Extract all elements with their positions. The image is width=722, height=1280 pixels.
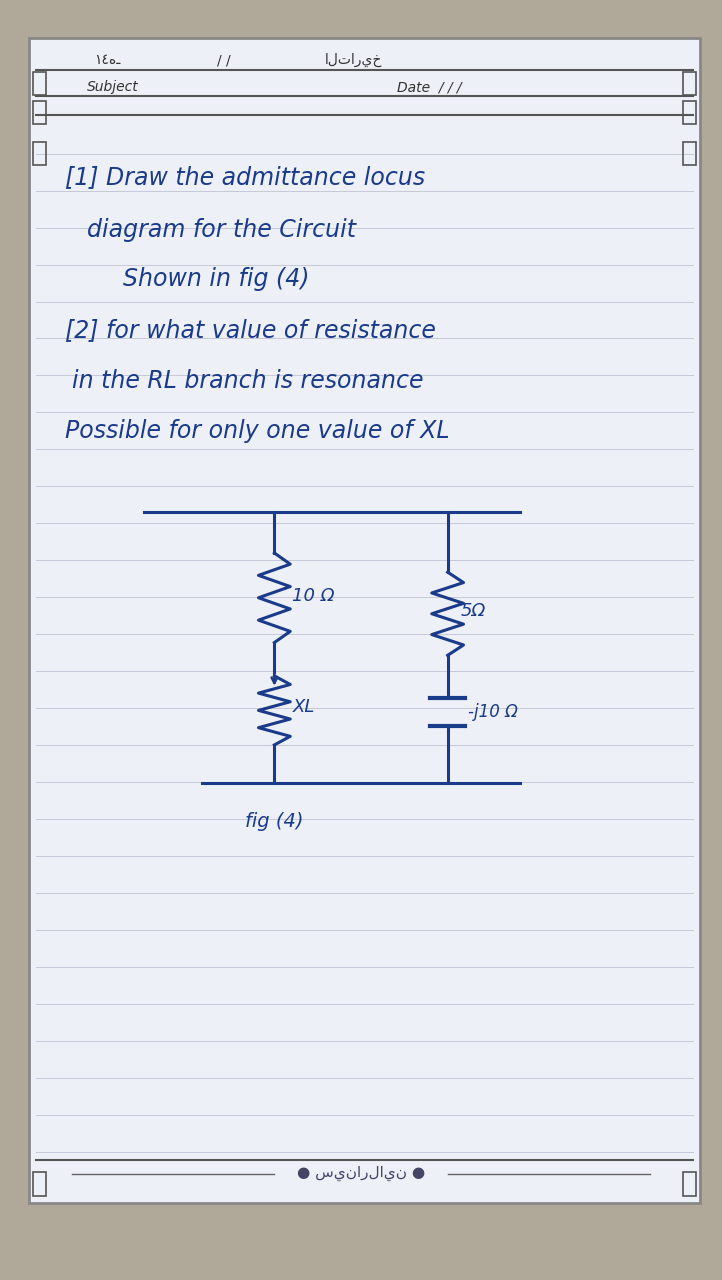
Text: 5Ω: 5Ω (461, 602, 486, 620)
Bar (33, 72, 46, 95)
Bar (683, 72, 696, 95)
Text: Possible for only one value of XL: Possible for only one value of XL (65, 420, 450, 443)
Bar (683, 101, 696, 124)
Text: Shown in fig (4): Shown in fig (4) (123, 268, 309, 291)
Text: [2] for what value of resistance: [2] for what value of resistance (65, 319, 436, 342)
Text: in the RL branch is resonance: in the RL branch is resonance (72, 370, 424, 393)
Text: XL: XL (292, 698, 315, 716)
Text: diagram for the Circuit: diagram for the Circuit (87, 219, 356, 242)
Text: Subject: Subject (87, 81, 139, 93)
Text: / /: / / (217, 54, 230, 67)
Text: fig (4): fig (4) (245, 813, 304, 831)
Text: ● سينارلاين ●: ● سينارلاين ● (297, 1166, 425, 1181)
Bar (683, 1172, 696, 1196)
Bar (33, 1172, 46, 1196)
Text: Date  / / /: Date / / / (397, 81, 461, 93)
Text: التاريخ: التاريخ (325, 52, 383, 68)
Text: ١٤هـ: ١٤هـ (94, 54, 121, 67)
Bar (33, 142, 46, 165)
Bar (683, 142, 696, 165)
Text: [1] Draw the admittance locus: [1] Draw the admittance locus (65, 165, 425, 188)
Text: 10 Ω: 10 Ω (292, 588, 335, 605)
Text: -j10 Ω: -j10 Ω (468, 703, 518, 721)
Bar (33, 101, 46, 124)
